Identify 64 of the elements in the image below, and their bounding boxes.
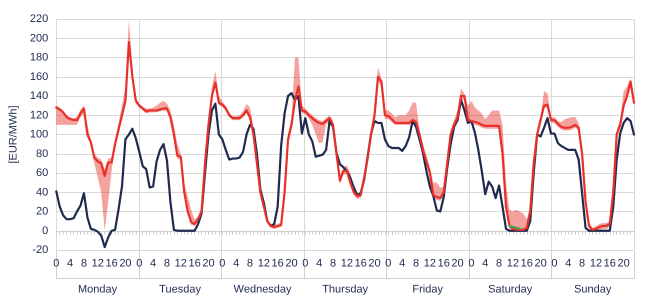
x-tick-label: 20 bbox=[119, 258, 132, 270]
y-tick-label: 40 bbox=[36, 186, 48, 198]
text: Monday bbox=[78, 284, 118, 296]
text: Sunday bbox=[574, 284, 612, 296]
x-tick-label: 12 bbox=[174, 258, 187, 270]
y-tick-label: -20 bbox=[32, 244, 48, 256]
y-tick-label: 160 bbox=[30, 70, 48, 83]
x-tick-label: 12 bbox=[258, 258, 270, 270]
y-tick-label: 180 bbox=[30, 52, 48, 64]
y-tick-label: 140 bbox=[30, 90, 48, 102]
x-tick-label: 4 bbox=[399, 258, 406, 270]
x-tick-label: 12 bbox=[92, 258, 104, 270]
y-tick-label: 200 bbox=[30, 32, 48, 44]
x-tick-label: 8 bbox=[164, 258, 170, 270]
x-tick-label: 0 bbox=[219, 258, 226, 270]
text: Wednesday bbox=[234, 284, 292, 296]
x-tick-label: 20 bbox=[451, 258, 464, 270]
text: Tuesday bbox=[159, 284, 202, 296]
x-tick-label: 16 bbox=[188, 258, 201, 270]
text: Friday bbox=[412, 284, 444, 296]
x-tick-label: 16 bbox=[604, 258, 616, 270]
y-axis-title: [EUR/MWh] bbox=[8, 105, 20, 164]
x-tick-label: 12 bbox=[506, 258, 520, 270]
x-tick-label: 16 bbox=[105, 258, 118, 270]
x-tick-label: 20 bbox=[202, 258, 215, 270]
y-tick-label: 80 bbox=[36, 148, 48, 160]
x-tick-label: 16 bbox=[272, 258, 284, 270]
text: Saturday bbox=[488, 284, 533, 296]
x-tick-label: 16 bbox=[520, 258, 533, 270]
x-tick-label: 0 bbox=[385, 258, 392, 270]
x-tick-label: 0 bbox=[302, 258, 308, 270]
x-tick-label: 8 bbox=[80, 258, 87, 270]
y-tick-label: 120 bbox=[30, 109, 48, 122]
x-tick-label: 12 bbox=[340, 258, 353, 270]
x-tick-label: 8 bbox=[579, 258, 586, 270]
x-tick-label: 8 bbox=[412, 258, 420, 270]
x-tick-label: 4 bbox=[67, 258, 74, 270]
x-tick-label: 16 bbox=[438, 258, 450, 270]
line-series bbox=[55, 92, 636, 248]
x-tick-label: 12 bbox=[424, 258, 436, 270]
x-tick-label: 4 bbox=[482, 258, 488, 270]
y-tick-label: 100 bbox=[30, 128, 48, 140]
x-tick-label: 8 bbox=[330, 258, 336, 270]
y-tick-label: 220 bbox=[30, 13, 48, 25]
y-tick-label: 0 bbox=[42, 224, 48, 237]
x-tick-label: 0 bbox=[136, 258, 142, 270]
y-tick-label: 60 bbox=[36, 167, 48, 179]
x-tick-label: 20 bbox=[534, 258, 547, 270]
x-tick-label: 4 bbox=[233, 258, 240, 270]
x-tick-label: 8 bbox=[246, 258, 254, 270]
x-tick-label: 4 bbox=[150, 258, 156, 270]
x-tick-label: 20 bbox=[368, 258, 381, 270]
x-tick-label: 8 bbox=[496, 258, 502, 270]
x-tick-label: 0 bbox=[551, 258, 558, 270]
x-tick-label: 16 bbox=[354, 258, 367, 270]
x-tick-label: 0 bbox=[53, 258, 60, 270]
text: Thursday bbox=[322, 284, 369, 296]
x-tick-label: 0 bbox=[468, 258, 474, 270]
x-tick-label: 20 bbox=[285, 258, 298, 270]
x-tick-label: 4 bbox=[316, 258, 322, 270]
y-tick-label: 20 bbox=[36, 206, 48, 218]
x-tick-label: 4 bbox=[565, 258, 572, 270]
x-tick-label: 12 bbox=[590, 258, 602, 270]
x-tick-label: 20 bbox=[617, 258, 630, 270]
